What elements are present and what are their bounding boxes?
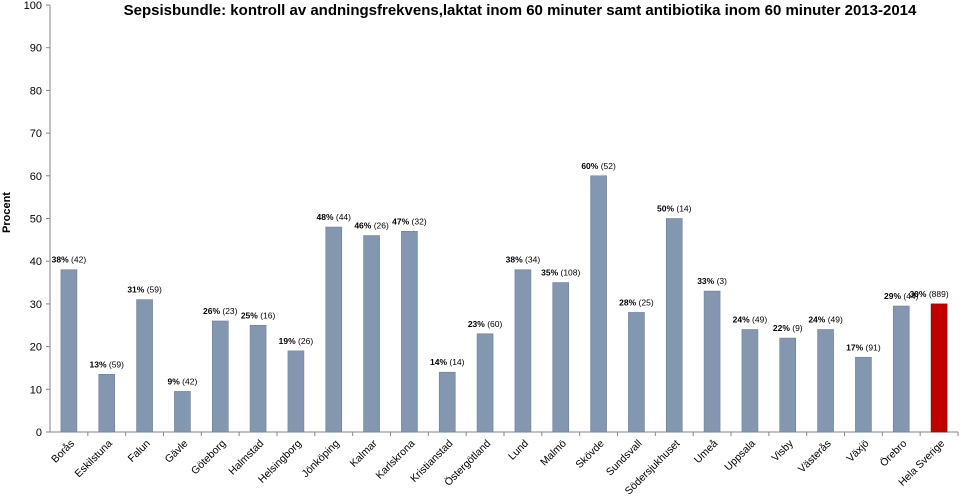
data-label: 38% (42): [52, 255, 87, 265]
data-label: 33% (3): [697, 276, 727, 286]
bar-halmstad: [249, 324, 267, 433]
x-tick-label: Umeå: [692, 438, 720, 466]
x-tick-label: Visby: [769, 437, 796, 464]
bar-hela-sverige: [930, 303, 948, 433]
bar-s-dersjukhuset: [665, 218, 683, 433]
bar-bor-s: [60, 269, 78, 433]
y-tick-label: 90: [30, 43, 42, 55]
data-label: 48% (44): [317, 212, 352, 222]
bar--sterg-tland: [476, 333, 494, 433]
data-label: 29% (44): [884, 291, 919, 301]
data-label: 24% (49): [733, 315, 768, 325]
data-label: 24% (49): [808, 315, 843, 325]
data-label: 9% (42): [168, 376, 198, 386]
y-tick-label: 10: [30, 384, 42, 396]
bar-j-nk-ping: [325, 226, 343, 433]
data-label: 23% (60): [468, 319, 503, 329]
x-tick-label: Kalmar: [348, 437, 380, 469]
bar-kalmar: [363, 235, 380, 433]
data-label: 14% (14): [430, 357, 465, 367]
x-tick-label: Gävle: [163, 438, 191, 466]
data-label: 35% (108): [541, 268, 580, 278]
x-tick-label: Lund: [506, 438, 531, 463]
x-tick-label: Växjö: [844, 438, 871, 465]
bar-visby: [779, 337, 797, 433]
y-tick-label: 40: [30, 256, 42, 268]
data-label: 13% (59): [90, 359, 125, 369]
x-tick-label: Borås: [49, 438, 77, 466]
bar-uppsala: [741, 329, 759, 433]
bar--rebro: [892, 305, 910, 433]
x-tick-label: Uppsala: [722, 438, 758, 474]
y-tick-label: 60: [30, 171, 42, 183]
bar-helsingborg: [287, 350, 305, 433]
bar-v-ster-s: [817, 329, 834, 433]
data-label: 28% (25): [619, 297, 654, 307]
bar-malm-: [552, 282, 570, 433]
y-axis-title: Procent: [1, 192, 13, 233]
data-label: 31% (59): [127, 285, 162, 295]
bar-eskilstuna: [98, 374, 116, 433]
data-label: 30% (889): [909, 289, 948, 299]
y-tick-label: 70: [30, 128, 42, 140]
x-tick-label: Göteborg: [189, 438, 229, 478]
x-tick-label: Falun: [126, 438, 153, 465]
data-label: 50% (14): [657, 204, 692, 214]
data-label: 38% (34): [506, 255, 541, 265]
bar-ume-: [703, 290, 721, 433]
y-tick-label: 80: [30, 85, 42, 97]
x-tick-label: Västerås: [796, 438, 834, 476]
y-tick-label: 100: [24, 0, 42, 12]
data-label: 26% (23): [203, 306, 238, 316]
bar-g-vle: [174, 391, 191, 433]
x-tick-label: Jönköping: [300, 438, 342, 480]
bar-sk-vde: [590, 175, 607, 433]
data-label: 46% (26): [354, 221, 389, 231]
data-label: 22% (9): [773, 323, 803, 333]
bar-karlskrona: [401, 231, 418, 433]
y-tick-label: 30: [30, 299, 42, 311]
data-label: 19% (26): [279, 336, 314, 346]
bar-sundsvall: [628, 312, 645, 433]
x-tick-label: Skövde: [573, 438, 606, 471]
y-tick-label: 50: [30, 214, 42, 226]
y-tick-label: 0: [36, 427, 42, 439]
data-label: 47% (32): [392, 216, 427, 226]
bar-lund: [514, 269, 532, 433]
bar-v-xj-: [855, 356, 872, 433]
x-tick-label: Örebro: [878, 438, 910, 470]
data-label: 25% (16): [241, 310, 276, 320]
bar-falun: [136, 299, 153, 433]
data-label: 17% (91): [846, 342, 881, 352]
x-tick-label: Malmö: [538, 438, 569, 469]
chart-title: Sepsisbundle: kontroll av andningsfrekve…: [123, 2, 917, 19]
bar-kristianstad: [438, 371, 456, 433]
data-label: 60% (52): [581, 161, 616, 171]
x-tick-label: Eskilstuna: [73, 438, 115, 480]
y-tick-label: 20: [30, 342, 42, 354]
bar-g-teborg: [211, 320, 229, 433]
